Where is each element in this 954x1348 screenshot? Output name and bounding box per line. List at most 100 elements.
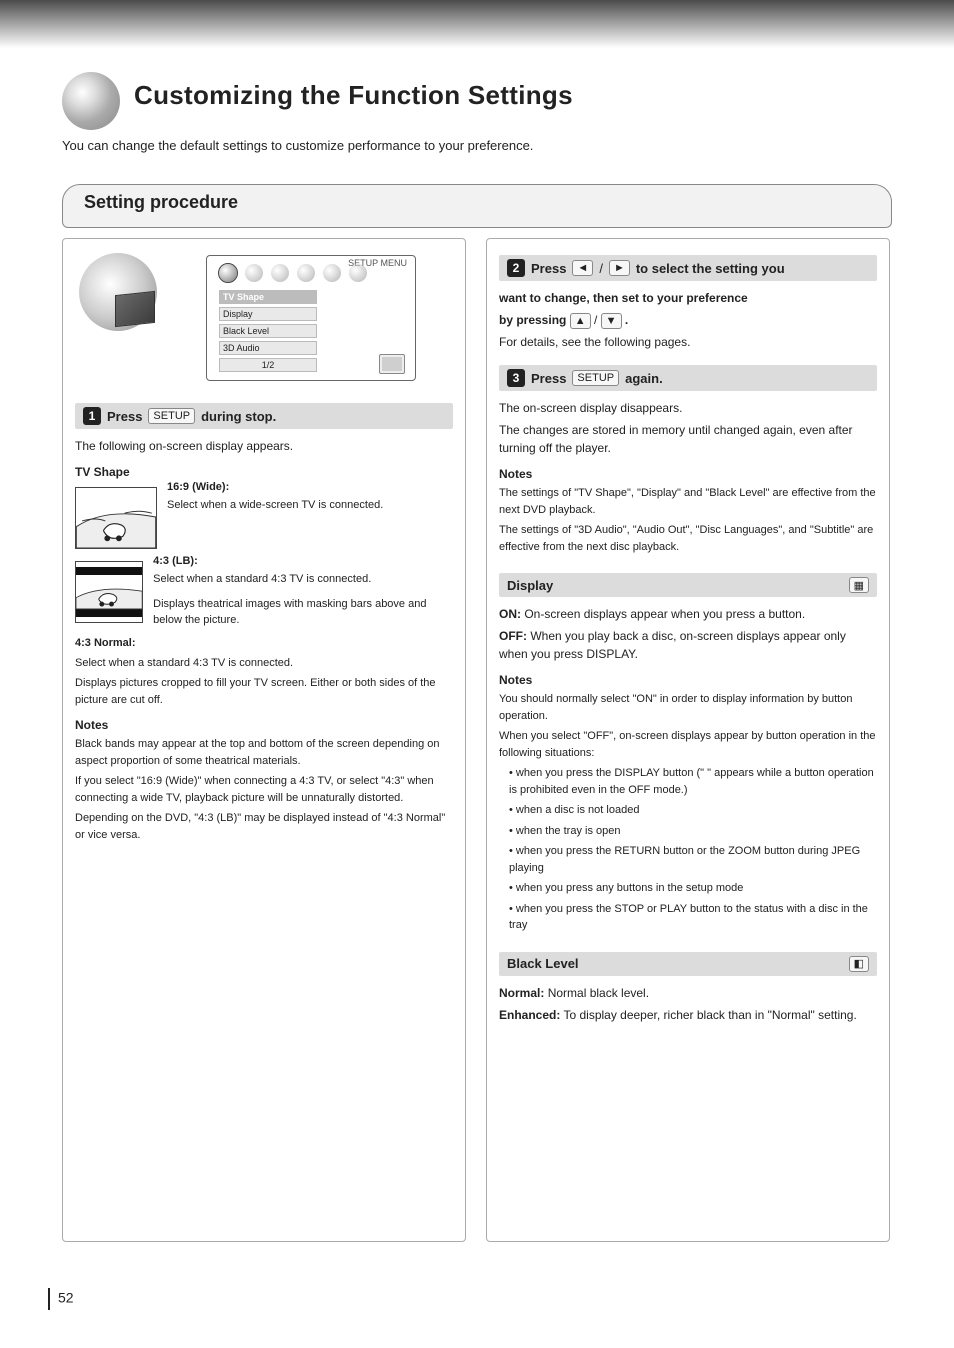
step3-body2: The changes are stored in memory until c…: [499, 421, 877, 457]
tvshape-normal-desc2: Displays pictures cropped to fill your T…: [75, 675, 453, 708]
top-gradient: [0, 0, 954, 48]
step3-suffix: again.: [625, 371, 663, 386]
blacklevel-normal-label: Normal:: [499, 986, 544, 1000]
tvshape-lb-desc1: Select when a standard 4:3 TV is connect…: [153, 571, 453, 588]
blacklevel-enhanced: Enhanced: To display deeper, richer blac…: [499, 1006, 877, 1024]
display-note-2: • when you press the DISPLAY button (" "…: [499, 765, 877, 798]
header-sphere-icon: [62, 72, 120, 130]
setup-menu-screenshot: SETUP MENU TV Shape Display Black Level …: [206, 255, 416, 381]
step2-line2: want to change, then set to your prefere…: [499, 289, 877, 307]
display-note-0: You should normally select "ON" in order…: [499, 691, 877, 724]
blacklevel-normal-desc: Normal black level.: [548, 986, 649, 1000]
page-number: 52: [48, 1288, 74, 1310]
tvshape-notes-title: Notes: [75, 718, 453, 732]
step1-number: 1: [83, 407, 101, 425]
tvshape-lb-desc2: Displays theatrical images with masking …: [153, 596, 453, 629]
step2-slash1: /: [599, 261, 603, 276]
tv-cube-icon: [79, 253, 157, 331]
step3-note-1: The settings of "3D Audio", "Audio Out",…: [499, 522, 877, 555]
display-note-6: • when you press any buttons in the setu…: [499, 880, 877, 897]
tvshape-normal-label: 4:3 Normal:: [75, 637, 136, 649]
car-wide-icon: [76, 488, 156, 548]
tv-thumb-lb: [75, 561, 143, 623]
step1-body: The following on-screen display appears.: [75, 437, 453, 455]
display-note-4: • when the tray is open: [499, 823, 877, 840]
down-arrow-key-icon: ▼: [601, 313, 622, 329]
audioout-icon: [323, 264, 341, 282]
left-arrow-key-icon: ◄: [572, 260, 593, 276]
step2-press: Press: [531, 261, 566, 276]
tvshape-wide-label: 16:9 (Wide):: [167, 481, 383, 493]
3daudio-icon: [297, 264, 315, 282]
step3-press: Press: [531, 371, 566, 386]
step2-line3-suffix: .: [625, 313, 628, 327]
step3-notes-title: Notes: [499, 467, 877, 481]
display-on-label: ON:: [499, 607, 521, 621]
display-key-icon: ▦: [849, 577, 869, 593]
up-arrow-key-icon: ▲: [570, 313, 591, 329]
display-off-desc: When you play back a disc, on-screen dis…: [499, 629, 846, 661]
tvshape-normal-row: 4:3 Normal: Select when a standard 4:3 T…: [75, 633, 453, 709]
blacklevel-normal: Normal: Normal black level.: [499, 984, 877, 1002]
tvshape-note-2: Depending on the DVD, "4:3 (LB)" may be …: [75, 810, 453, 843]
display-note-7: • when you press the STOP or PLAY button…: [499, 901, 877, 934]
display-bar: Display ▦: [499, 573, 877, 597]
step2-suffix: to select the setting you: [636, 261, 785, 276]
menu-page: 1/2: [219, 358, 317, 372]
blacklevel-enhanced-desc: To display deeper, richer black than in …: [563, 1008, 856, 1022]
step3-bar: 3 Press SETUP again.: [499, 365, 877, 391]
screenshot-menu-panel: TV Shape Display Black Level 3D Audio 1/…: [219, 290, 317, 375]
page-title: Customizing the Function Settings: [134, 80, 573, 111]
blacklevel-icon: [271, 264, 289, 282]
tvshape-note-0: Black bands may appear at the top and bo…: [75, 736, 453, 769]
screenshot-icon-row: [219, 264, 367, 282]
step2-slash2: /: [594, 313, 597, 327]
tvshape-note-1: If you select "16:9 (Wide)" when connect…: [75, 773, 453, 806]
blacklevel-bar: Black Level ◧: [499, 952, 877, 976]
setup-key-icon-2: SETUP: [572, 370, 619, 386]
blacklevel-key-icon: ◧: [849, 956, 869, 972]
tvshape-wide-desc: Select when a wide-screen TV is connecte…: [167, 497, 383, 514]
display-on: ON: On-screen displays appear when you p…: [499, 605, 877, 623]
menu-row-2: Black Level: [219, 324, 317, 338]
step1-suffix: during stop.: [201, 409, 276, 424]
step1-press: Press: [107, 409, 142, 424]
lang-icon: [349, 264, 367, 282]
tvshape-wide-row: 16:9 (Wide): Select when a wide-screen T…: [75, 481, 453, 555]
menu-row-3: 3D Audio: [219, 341, 317, 355]
blacklevel-title: Black Level: [507, 956, 579, 971]
tvshape-lb-row: 4:3 (LB): Select when a standard 4:3 TV …: [75, 555, 453, 633]
display-note-5: • when you press the RETURN button or th…: [499, 843, 877, 876]
step2-line3-wrap: by pressing ▲ / ▼ .: [499, 311, 877, 329]
tvshape-icon: [219, 264, 237, 282]
page-subtitle: You can change the default settings to c…: [62, 138, 533, 153]
step2-bar: 2 Press ◄ / ► to select the setting you: [499, 255, 877, 281]
right-arrow-key-icon: ►: [609, 260, 630, 276]
menu-row-0: TV Shape: [219, 290, 317, 304]
page-root: Customizing the Function Settings You ca…: [0, 0, 954, 1348]
display-icon: [245, 264, 263, 282]
page-number-value: 52: [58, 1290, 74, 1306]
display-off: OFF: When you play back a disc, on-scree…: [499, 627, 877, 663]
step3-body1: The on-screen display disappears.: [499, 399, 877, 417]
blacklevel-enhanced-label: Enhanced:: [499, 1008, 560, 1022]
menu-row-1: Display: [219, 307, 317, 321]
section-title: Setting procedure: [84, 192, 238, 213]
step1-bar: 1 Press SETUP during stop.: [75, 403, 453, 429]
setup-key-icon: SETUP: [148, 408, 195, 424]
step2-body: For details, see the following pages.: [499, 333, 877, 351]
tv-thumb-wide: [75, 487, 157, 549]
display-off-label: OFF:: [499, 629, 527, 643]
right-column: 2 Press ◄ / ► to select the setting you …: [486, 238, 890, 1242]
tvshape-lb-label: 4:3 (LB):: [153, 555, 453, 567]
intro-row: SETUP MENU TV Shape Display Black Level …: [75, 249, 453, 385]
tvshape-title: TV Shape: [75, 465, 453, 479]
display-note-1: When you select "OFF", on-screen display…: [499, 728, 877, 761]
step2-line3-prefix: by pressing: [499, 313, 566, 327]
display-note-3: • when a disc is not loaded: [499, 802, 877, 819]
step3-number: 3: [507, 369, 525, 387]
display-notes-title: Notes: [499, 673, 877, 687]
display-on-desc: On-screen displays appear when you press…: [524, 607, 805, 621]
step3-note-0: The settings of "TV Shape", "Display" an…: [499, 485, 877, 518]
car-lb-icon: [76, 562, 142, 622]
